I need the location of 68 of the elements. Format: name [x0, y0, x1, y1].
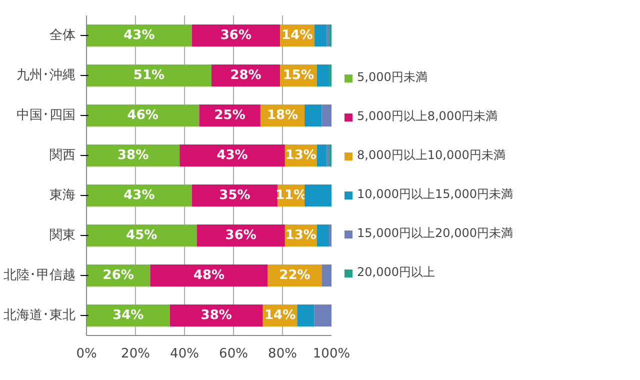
- data-label: 18%: [266, 108, 298, 123]
- y-tick-label: 北海道･東北: [4, 308, 76, 323]
- bar: [316, 224, 330, 246]
- x-tick-label: 20%: [121, 346, 150, 362]
- x-tick-label: 80%: [268, 346, 297, 362]
- bar: [314, 24, 327, 46]
- data-label: 28%: [230, 68, 262, 83]
- legend-label: 5,000円以上8,000円未満: [357, 108, 498, 125]
- bar: [86, 64, 212, 86]
- legend-label: 20,000円以上: [357, 264, 435, 281]
- y-tick-label: 九州･沖縄: [16, 68, 76, 83]
- data-label: 13%: [285, 148, 316, 163]
- bar: [196, 224, 285, 246]
- bar: [316, 64, 330, 86]
- data-label: 14%: [264, 308, 296, 323]
- bar: [192, 24, 280, 46]
- y-tick-label: 関西: [50, 148, 76, 163]
- bar: [326, 24, 330, 46]
- bar: [192, 184, 278, 206]
- x-tick-label: 60%: [219, 346, 248, 362]
- bar: [86, 24, 192, 46]
- bar: [180, 144, 285, 166]
- bar: [86, 144, 180, 166]
- data-label: 48%: [193, 268, 225, 283]
- bar: [170, 304, 263, 326]
- bar: [150, 264, 268, 286]
- data-label: 13%: [285, 228, 316, 243]
- data-label: 14%: [282, 28, 313, 43]
- bar: [322, 104, 332, 126]
- x-tick-label: 100%: [312, 346, 350, 362]
- legend-label: 8,000円以上10,000円未満: [357, 147, 506, 164]
- data-label: 38%: [117, 148, 149, 163]
- bar: [314, 304, 332, 326]
- legend-label: 5,000円未満: [357, 69, 428, 86]
- legend-label: 10,000円以上15,000円未満: [357, 186, 513, 203]
- x-tick-label: 40%: [170, 346, 199, 362]
- data-label: 46%: [127, 108, 158, 123]
- bar: [86, 104, 200, 126]
- bar: [304, 184, 332, 206]
- bar: [297, 304, 314, 326]
- bar: [86, 224, 197, 246]
- x-tick-label: 0%: [76, 346, 97, 362]
- data-label: 43%: [216, 148, 248, 163]
- data-label: 43%: [124, 188, 155, 203]
- y-tick-label: 関東: [50, 228, 76, 243]
- data-label: 15%: [282, 68, 314, 83]
- data-label: 26%: [102, 268, 134, 283]
- data-label: 22%: [279, 268, 310, 283]
- bar: [322, 264, 332, 286]
- y-tick-label: 東海: [50, 188, 76, 203]
- data-label: 38%: [200, 308, 232, 323]
- bar: [316, 144, 327, 166]
- y-tick-label: 中国･四国: [16, 108, 76, 123]
- y-tick-label: 全体: [50, 28, 76, 43]
- y-tick-label: 北陸･甲信越: [4, 268, 76, 283]
- bar: [326, 144, 330, 166]
- data-label: 35%: [219, 188, 250, 203]
- bar: [86, 304, 170, 326]
- data-label: 36%: [220, 28, 252, 43]
- legend-label: 15,000円以上20,000円未満: [357, 225, 513, 242]
- data-label: 51%: [133, 68, 165, 83]
- data-label: 25%: [214, 108, 246, 123]
- bar: [86, 184, 192, 206]
- data-label: 45%: [126, 228, 158, 243]
- data-label: 43%: [124, 28, 155, 43]
- bar: [304, 104, 322, 126]
- data-label: 34%: [112, 308, 144, 323]
- data-label: 36%: [225, 228, 256, 243]
